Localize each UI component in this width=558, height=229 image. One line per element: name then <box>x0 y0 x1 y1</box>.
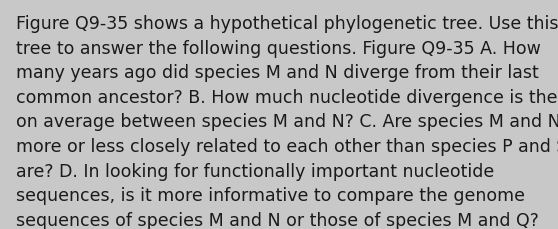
Text: sequences, is it more informative to compare the genome: sequences, is it more informative to com… <box>16 186 525 204</box>
Text: tree to answer the following questions. Figure Q9-35 A. How: tree to answer the following questions. … <box>16 39 541 57</box>
Text: more or less closely related to each other than species P and S: more or less closely related to each oth… <box>16 137 558 155</box>
Text: on average between species M and N? C. Are species M and N: on average between species M and N? C. A… <box>16 113 558 131</box>
Text: many years ago did species M and N diverge from their last: many years ago did species M and N diver… <box>16 64 538 82</box>
Text: common ancestor? B. How much nucleotide divergence is there: common ancestor? B. How much nucleotide … <box>16 88 558 106</box>
Text: Figure Q9-35 shows a hypothetical phylogenetic tree. Use this: Figure Q9-35 shows a hypothetical phylog… <box>16 15 558 33</box>
Text: sequences of species M and N or those of species M and Q?: sequences of species M and N or those of… <box>16 211 538 229</box>
Text: are? D. In looking for functionally important nucleotide: are? D. In looking for functionally impo… <box>16 162 494 180</box>
